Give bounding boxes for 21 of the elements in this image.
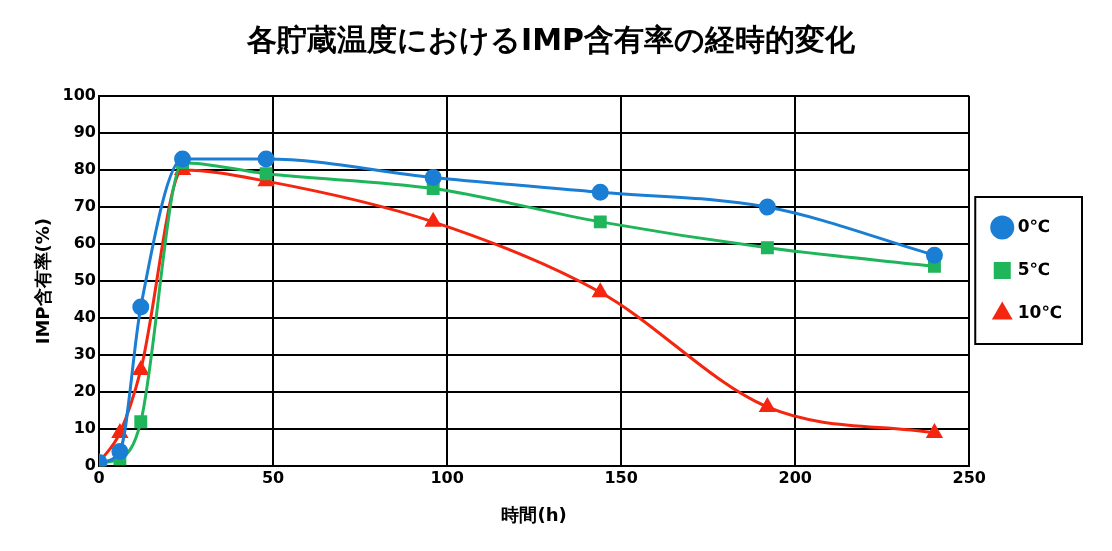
x-tick-label: 250: [952, 467, 986, 487]
y-tick-label: 10: [73, 418, 96, 438]
y-axis-title: IMP含有率(%): [32, 217, 54, 345]
x-tick-label: 50: [261, 467, 285, 487]
y-tick-label: 40: [73, 307, 96, 327]
x-tick-label: 200: [778, 467, 812, 487]
x-tick-label: 100: [430, 467, 464, 487]
x-tick-label: 150: [604, 467, 638, 487]
y-tick-label: 50: [73, 270, 96, 290]
y-tick-label: 60: [73, 233, 96, 253]
legend-label: 0℃: [1017, 215, 1051, 236]
x-axis-title: 時間(h): [501, 503, 567, 525]
y-tick-label: 90: [73, 122, 96, 142]
y-tick-label: 70: [73, 196, 96, 216]
y-tick-label: 30: [73, 344, 96, 364]
legend-label: 5℃: [1017, 258, 1051, 279]
chart-title: 各貯蔵温度におけるIMP含有率の経時的変化: [245, 21, 856, 57]
y-tick-label: 20: [73, 381, 96, 401]
legend-label: 10℃: [1017, 301, 1063, 322]
y-tick-label: 80: [73, 159, 96, 179]
y-tick-label: 100: [62, 85, 96, 105]
